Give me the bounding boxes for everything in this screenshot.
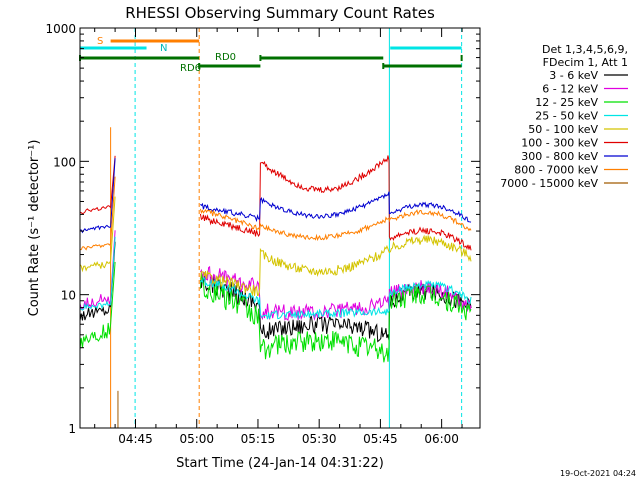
legend: Det 1,3,4,5,6,9, FDecim 1, Att 1 3 - 6 k… — [500, 43, 628, 190]
count-rate-trace — [199, 234, 472, 297]
legend-entry-label: 300 - 800 keV — [521, 150, 598, 163]
x-tick-label: 05:45 — [363, 432, 398, 446]
plot-area: S N RD0 RD6 — [79, 28, 472, 428]
count-rate-trace — [200, 191, 472, 223]
x-tick-label: 06:00 — [424, 432, 459, 446]
legend-entry-label: 25 - 50 keV — [535, 110, 598, 123]
count-rate-trace — [199, 272, 472, 363]
plot-frame — [79, 27, 481, 429]
chart-title: RHESSI Observing Summary Count Rates — [125, 4, 435, 22]
legend-header-line-1: Det 1,3,4,5,6,9, — [542, 43, 628, 56]
status-bar-label: S — [97, 36, 103, 47]
count-rate-trace — [79, 241, 116, 321]
axes: 04:45 05:00 05:15 05:30 05:45 06:00 1 10 100 1000 — [45, 22, 480, 446]
legend-entry-label: 12 - 25 keV — [535, 96, 598, 109]
x-tick-label: 05:00 — [179, 432, 214, 446]
status-bar-label: N — [160, 43, 167, 54]
y-tick-label: 1000 — [45, 22, 76, 36]
y-tick-label: 10 — [61, 289, 76, 303]
legend-entry-label: 800 - 7000 keV — [514, 164, 598, 177]
x-tick-label: 05:30 — [302, 432, 337, 446]
y-axis-label: Count Rate (s⁻¹ detector⁻¹) — [27, 140, 42, 317]
legend-entry-label: 6 - 12 keV — [542, 83, 598, 96]
legend-entry-label: 7000 - 15000 keV — [500, 177, 598, 190]
x-axis-label: Start Time (24-Jan-14 04:31:22) — [176, 456, 384, 471]
count-rate-trace — [79, 261, 116, 350]
legend-entry-label: 3 - 6 keV — [549, 69, 598, 82]
count-rate-trace — [199, 155, 472, 251]
status-bar-label: RD0 — [215, 52, 236, 63]
x-tick-label: 04:45 — [118, 432, 153, 446]
count-rate-trace — [79, 230, 116, 310]
count-rate-trace — [199, 208, 472, 242]
legend-entry-label: 100 - 300 keV — [521, 137, 598, 150]
legend-entry-label: 50 - 100 keV — [528, 123, 598, 136]
count-rate-trace — [79, 236, 116, 311]
y-tick-label: 100 — [53, 155, 76, 169]
legend-header-line-2: FDecim 1, Att 1 — [543, 56, 628, 69]
count-rate-trace — [79, 158, 116, 234]
count-rate-trace — [199, 277, 472, 320]
count-rate-trace — [79, 155, 116, 215]
generated-timestamp: 19-Oct-2021 04:24 — [560, 469, 636, 478]
y-tick-label: 1 — [68, 422, 76, 436]
count-rate-trace — [79, 176, 116, 251]
status-bar-label: RD6 — [180, 63, 201, 74]
count-rate-trace — [79, 196, 116, 273]
x-tick-label: 05:15 — [241, 432, 276, 446]
